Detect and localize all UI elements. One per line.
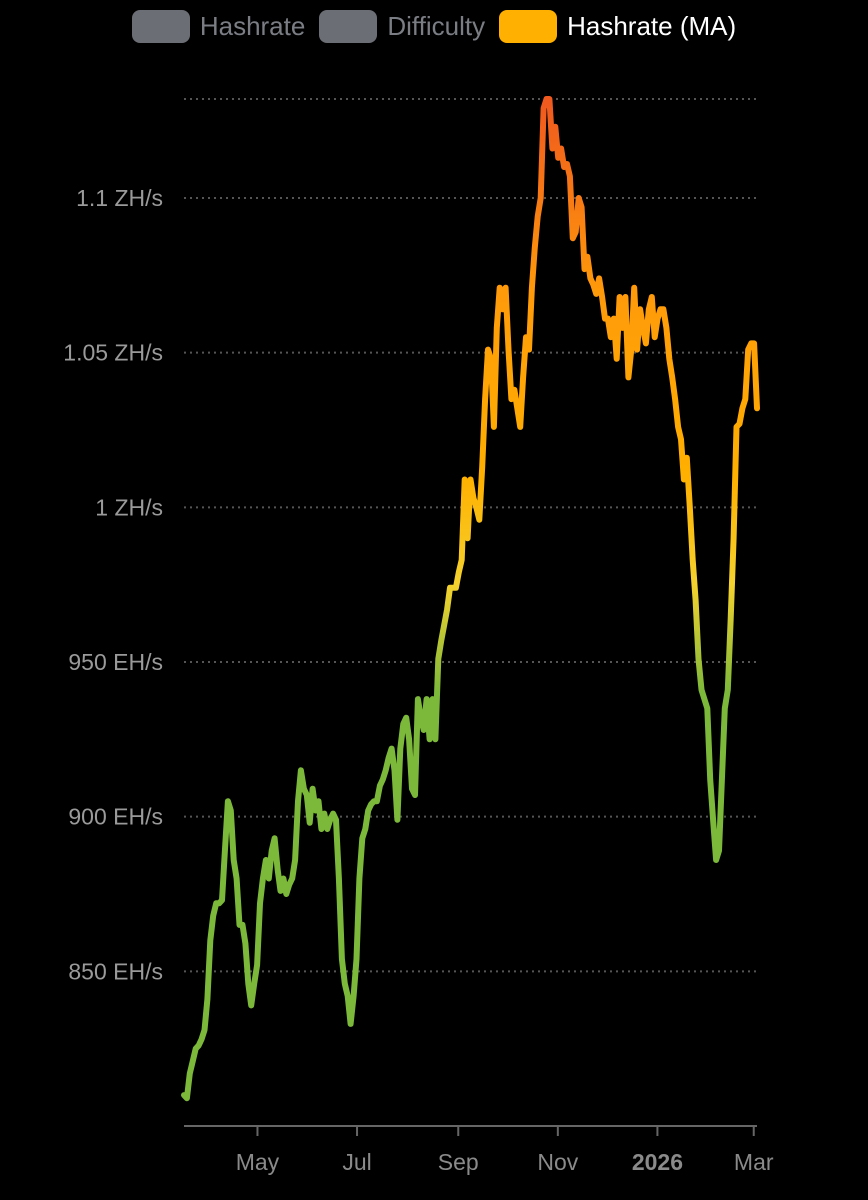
- legend-label: Difficulty: [387, 11, 486, 41]
- y-tick-label: 850 EH/s: [68, 958, 163, 984]
- y-tick-label: 1 ZH/s: [95, 494, 163, 520]
- y-tick-label: 900 EH/s: [68, 804, 163, 830]
- legend-label: Hashrate: [199, 11, 306, 41]
- x-tick-label: May: [236, 1149, 280, 1175]
- y-tick-label: 1.1 ZH/s: [76, 185, 163, 211]
- series-line-hashrate-ma: [181, 96, 760, 1102]
- legend-swatch: [131, 10, 190, 43]
- x-tick-label: 2026: [632, 1149, 683, 1175]
- y-tick-label: 950 EH/s: [68, 649, 163, 675]
- legend-label: Hashrate (MA): [567, 11, 737, 41]
- x-tick-label: Mar: [734, 1149, 774, 1175]
- legend: Hashrate Difficulty Hashrate (MA): [0, 10, 868, 43]
- x-tick-label: Sep: [438, 1149, 479, 1175]
- y-tick-label: 1.05 ZH/s: [63, 340, 163, 366]
- legend-item-difficulty[interactable]: Difficulty: [319, 10, 485, 43]
- legend-item-hashrate[interactable]: Hashrate: [131, 10, 306, 43]
- legend-swatch: [499, 10, 558, 43]
- x-tick-label: Nov: [537, 1149, 578, 1175]
- legend-swatch: [319, 10, 378, 43]
- legend-item-hashrate-ma[interactable]: Hashrate (MA): [499, 10, 736, 43]
- x-tick-label: Jul: [342, 1149, 371, 1175]
